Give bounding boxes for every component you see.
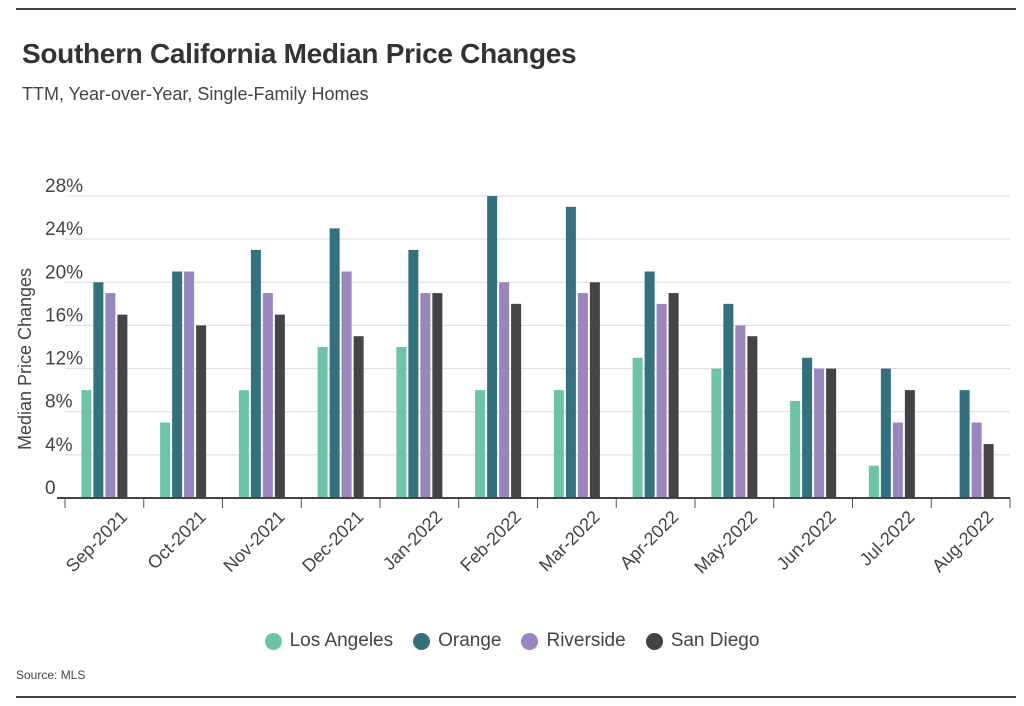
bar	[747, 336, 758, 498]
x-tick-label: Sep-2021	[62, 507, 131, 576]
legend-item: Los Angeles	[264, 630, 394, 652]
bar	[553, 390, 564, 498]
legend-swatch	[264, 632, 282, 650]
bar	[959, 390, 970, 498]
legend-label: Orange	[438, 630, 502, 651]
bar	[353, 336, 364, 498]
bar	[499, 282, 510, 498]
bar	[644, 271, 655, 498]
bar	[396, 347, 407, 498]
y-tick-label: 20%	[45, 262, 83, 283]
x-tick-label: Dec-2021	[298, 507, 367, 576]
legend-item: Orange	[413, 630, 501, 652]
x-tick-label: Nov-2021	[219, 507, 288, 576]
legend-item: Riverside	[521, 630, 626, 652]
bar	[668, 293, 679, 498]
bar	[802, 357, 813, 498]
bar	[723, 303, 734, 498]
y-tick-label: 28%	[45, 176, 83, 197]
bar	[735, 325, 746, 498]
legend-label: San Diego	[670, 630, 760, 651]
x-tick-label: Feb-2022	[456, 507, 525, 576]
bar	[274, 314, 285, 498]
bar	[172, 271, 183, 498]
bar	[868, 465, 879, 498]
x-tick-label: Aug-2022	[928, 507, 997, 576]
bar	[904, 390, 915, 498]
bar	[632, 357, 643, 498]
x-tick-label: Jan-2022	[379, 507, 446, 574]
x-tick-label: May-2022	[690, 507, 761, 578]
bar	[317, 347, 328, 498]
legend-label: Los Angeles	[289, 630, 394, 651]
bar	[408, 249, 419, 498]
y-tick-label: 0	[45, 478, 56, 499]
y-tick-label: 4%	[45, 435, 73, 456]
bar	[184, 271, 195, 498]
bar	[656, 303, 667, 498]
bar	[565, 206, 576, 499]
bar	[420, 293, 431, 498]
bar	[238, 390, 249, 498]
source-note: Source: MLS	[16, 668, 86, 682]
y-axis-label: Median Price Changes	[15, 268, 35, 450]
legend-swatch	[645, 632, 663, 650]
legend-swatch	[413, 632, 431, 650]
y-tick-label: 8%	[45, 392, 73, 413]
bar	[262, 293, 273, 498]
bar	[511, 303, 522, 498]
bar	[117, 314, 128, 498]
bar	[341, 271, 352, 498]
chart-subtitle: TTM, Year-over-Year, Single-Family Homes	[22, 84, 369, 104]
bar	[971, 422, 982, 498]
bar	[892, 422, 903, 498]
legend-item: San Diego	[645, 630, 760, 652]
bar	[432, 293, 443, 498]
bar	[250, 249, 261, 498]
bar	[329, 228, 340, 498]
legend-swatch	[521, 632, 539, 650]
chart-title: Southern California Median Price Changes	[22, 38, 577, 69]
bar	[983, 444, 994, 498]
x-tick-label: Jun-2022	[773, 507, 840, 574]
top-rule	[16, 8, 1016, 10]
x-tick-label: Apr-2022	[616, 507, 683, 574]
legend-label: Riverside	[546, 630, 626, 651]
bar	[790, 400, 801, 498]
bar	[711, 368, 722, 498]
y-tick-label: 16%	[45, 305, 83, 326]
bar	[93, 282, 104, 498]
x-tick-label: Jul-2022	[856, 507, 919, 570]
bar	[577, 293, 588, 498]
bar	[826, 368, 837, 498]
bar	[475, 390, 486, 498]
x-tick-label: Oct-2021	[143, 507, 210, 574]
y-tick-label: 24%	[45, 219, 83, 240]
bar	[589, 282, 600, 498]
bar	[880, 368, 891, 498]
bar	[487, 196, 498, 498]
chart-legend: Los Angeles Orange Riverside San Diego	[0, 630, 1024, 652]
x-tick-label: Mar-2022	[535, 507, 604, 576]
bar	[105, 293, 116, 498]
bar	[814, 368, 825, 498]
y-tick-label: 12%	[45, 349, 83, 370]
bar	[196, 325, 207, 498]
bottom-rule	[16, 696, 1016, 698]
bar	[160, 422, 171, 498]
bar	[81, 390, 92, 498]
